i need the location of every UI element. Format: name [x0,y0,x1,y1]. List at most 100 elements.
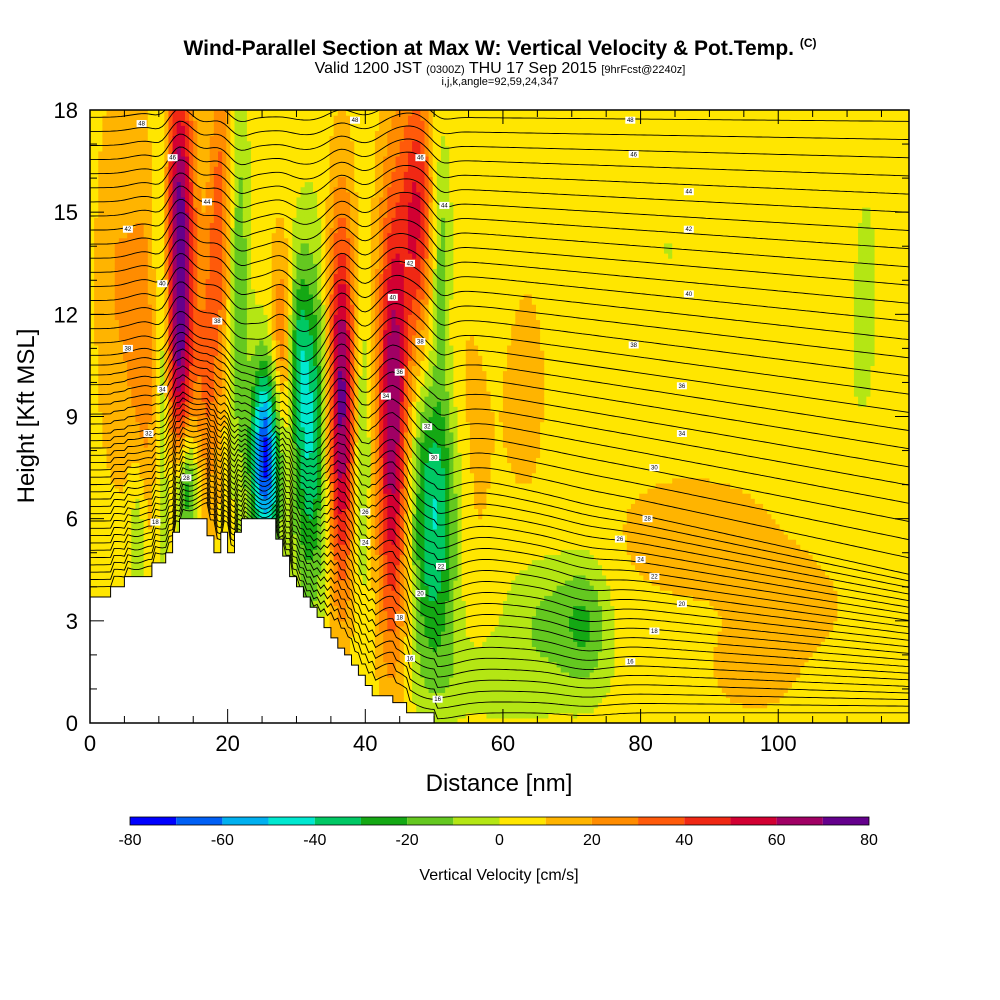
velocity-cell [140,268,145,274]
velocity-cell [197,233,202,239]
velocity-cell [235,325,240,331]
velocity-cell [210,248,215,254]
velocity-cell [152,227,157,233]
velocity-cell [243,197,248,203]
velocity-cell [94,151,99,157]
velocity-cell [251,197,256,203]
velocity-cell [111,248,116,254]
velocity-cell [173,141,178,147]
velocity-cell [127,146,132,152]
velocity-cell [181,304,186,310]
velocity-cell [243,396,248,402]
velocity-cell [148,325,153,331]
velocity-cell [115,411,120,417]
velocity-cell [148,212,153,218]
velocity-cell [173,248,178,254]
velocity-cell [230,136,235,142]
velocity-cell [197,110,202,116]
velocity-cell [107,217,112,223]
velocity-cell [111,355,116,361]
velocity-cell [94,115,99,121]
velocity-cell [255,238,260,244]
velocity-cell [131,519,136,525]
velocity-cell [119,376,124,382]
velocity-cell [214,151,219,157]
velocity-cell [111,222,116,228]
velocity-cell [115,365,120,371]
velocity-cell [235,156,240,162]
velocity-cell [111,289,116,295]
velocity-cell [115,197,120,203]
velocity-cell [123,391,128,397]
velocity-cell [152,381,157,387]
velocity-cell [107,273,112,279]
velocity-cell [189,176,194,182]
velocity-cell [140,217,145,223]
velocity-cell [148,115,153,121]
velocity-cell [127,171,132,177]
velocity-cell [239,227,244,233]
velocity-cell [144,345,149,351]
velocity-cell [210,207,215,213]
velocity-cell [123,294,128,300]
velocity-cell [131,161,136,167]
velocity-cell [131,468,136,474]
velocity-cell [189,365,194,371]
velocity-cell [148,207,153,213]
velocity-cell [214,192,219,198]
velocity-cell [201,371,206,377]
velocity-cell [111,258,116,264]
velocity-cell [127,176,132,182]
velocity-cell [243,227,248,233]
velocity-cell [230,335,235,341]
velocity-cell [148,462,153,468]
velocity-cell [226,289,231,295]
velocity-cell [148,146,153,152]
velocity-cell [193,110,198,116]
velocity-cell [247,325,252,331]
velocity-cell [251,182,256,188]
velocity-cell [131,258,136,264]
velocity-cell [123,136,128,142]
velocity-cell [214,279,219,285]
velocity-cell [189,120,194,126]
velocity-cell [247,212,252,218]
velocity-cell [251,136,256,142]
velocity-cell [140,365,145,371]
velocity-cell [251,110,256,116]
velocity-cell [107,473,112,479]
velocity-cell [111,192,116,198]
velocity-cell [243,330,248,336]
velocity-cell [115,514,120,520]
velocity-cell [102,437,107,443]
velocity-cell [247,222,252,228]
velocity-cell [197,243,202,249]
velocity-cell [255,130,260,136]
velocity-cell [102,151,107,157]
velocity-cell [201,166,206,172]
velocity-cell [226,325,231,331]
velocity-cell [140,151,145,157]
velocity-cell [98,202,103,208]
velocity-cell [115,248,120,254]
velocity-cell [94,202,99,208]
velocity-cell [119,386,124,392]
velocity-cell [102,136,107,142]
velocity-cell [185,508,190,514]
velocity-cell [251,299,256,305]
velocity-cell [144,161,149,167]
velocity-cell [193,161,198,167]
velocity-cell [201,386,206,392]
velocity-cell [210,130,215,136]
velocity-cell [156,325,161,331]
velocity-cell [94,519,99,525]
velocity-cell [197,360,202,366]
velocity-cell [144,217,149,223]
velocity-cell [243,125,248,131]
velocity-cell [107,529,112,535]
velocity-cell [148,309,153,315]
velocity-cell [160,508,165,514]
velocity-cell [218,151,223,157]
velocity-cell [152,406,157,412]
velocity-cell [197,207,202,213]
